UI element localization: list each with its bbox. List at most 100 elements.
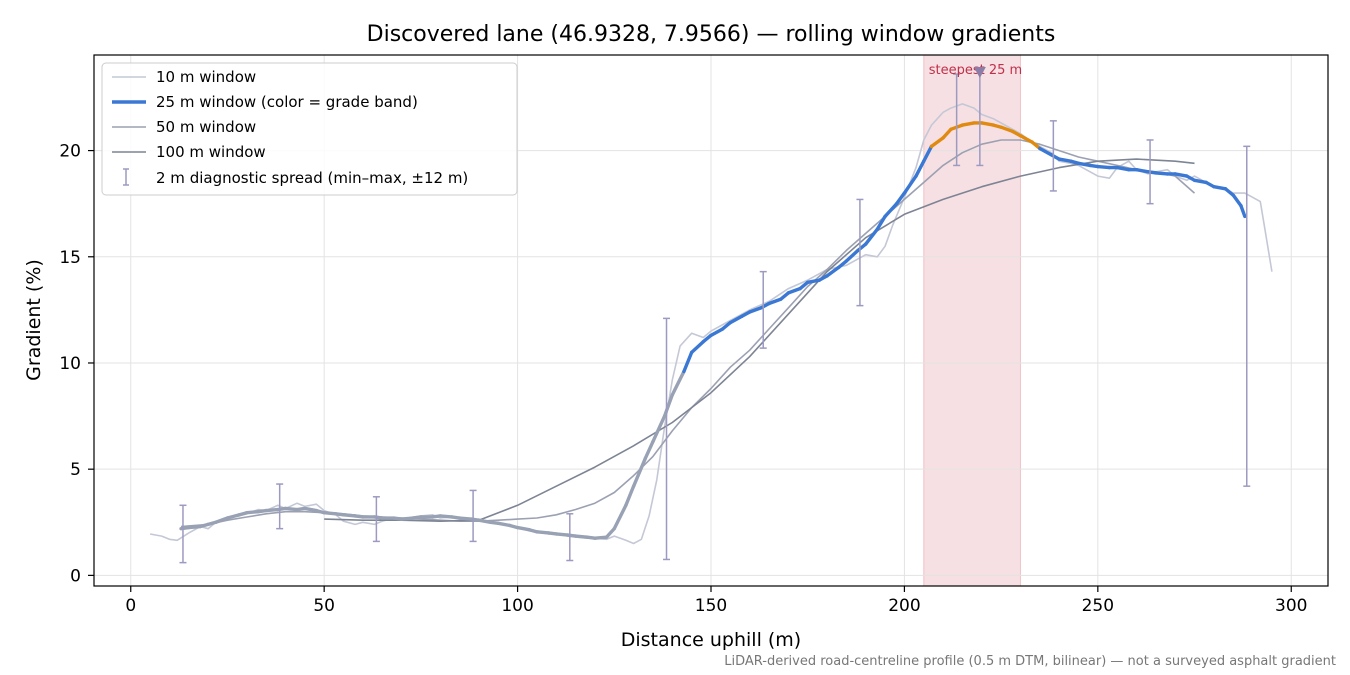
series-25m-segment — [457, 516, 473, 521]
series-25m-segment — [864, 227, 880, 246]
errorbar — [663, 317, 671, 561]
x-tick-label: 250 — [1082, 596, 1114, 616]
y-axis-label: Gradient (%) — [23, 259, 45, 381]
y-tick-label: 15 — [59, 248, 81, 268]
x-tick-label: 0 — [125, 596, 136, 616]
errorbar — [469, 489, 477, 543]
series-25m-segment — [651, 414, 667, 444]
errorbar — [856, 198, 864, 307]
series-25m-segment — [593, 535, 609, 540]
x-tick-label: 300 — [1275, 596, 1307, 616]
series-25m-segment — [515, 525, 531, 532]
series-25m-segment — [303, 506, 319, 513]
steepest-region-band — [923, 54, 1021, 587]
chart-title: Discovered lane (46.9328, 7.9566) — roll… — [367, 22, 1056, 47]
series-25m-segment — [1173, 172, 1189, 178]
series-25m-segment — [1115, 165, 1131, 172]
series-25m-segment — [535, 530, 551, 535]
series-25m-segment — [747, 306, 763, 314]
legend-box — [101, 62, 518, 196]
series-25m-segment — [941, 127, 953, 140]
series-25m-segment — [902, 174, 918, 195]
series-25m-segment — [214, 516, 230, 524]
errorbar — [1243, 145, 1251, 487]
series-25m-segment — [825, 265, 841, 278]
steepest-region-label: steepest 25 m — [929, 63, 1022, 78]
grid-layer — [94, 55, 1328, 586]
annotation-layer: steepest 25 m — [929, 63, 1022, 78]
series-25m-segment — [341, 513, 357, 518]
x-tick-label: 50 — [313, 596, 335, 616]
series-25m-segment — [1239, 204, 1247, 219]
series-25m-segment — [682, 350, 694, 374]
series-25m-segment — [1076, 161, 1092, 168]
series-25m-segment — [1096, 164, 1112, 170]
legend-label-25m: 25 m window (color = grade band) — [156, 93, 418, 111]
series-25m-segment — [1038, 146, 1054, 157]
legend-label-10m: 10 m window — [156, 68, 256, 86]
series-25m-segment — [875, 214, 887, 231]
series-25m-segment — [999, 125, 1015, 134]
series-25m-segment — [709, 327, 725, 338]
series-25m-segment — [883, 201, 899, 219]
footnote: LiDAR-derived road-centreline profile (0… — [724, 654, 1336, 669]
series-25m-segment — [1192, 178, 1208, 185]
legend-label-50m: 50 m window — [156, 118, 256, 136]
series-25m-segment — [1231, 193, 1243, 208]
errorbar — [276, 483, 284, 530]
legend-label-100m: 100 m window — [156, 143, 266, 161]
errorbar — [372, 496, 380, 543]
series-25m-segment — [1212, 184, 1228, 191]
series-25m-segment — [612, 503, 628, 531]
series-25m-segment — [573, 534, 589, 539]
errorbar — [566, 513, 574, 562]
errorbar — [1049, 120, 1057, 192]
x-tick-label: 100 — [501, 596, 533, 616]
series-25m-segment — [604, 526, 616, 539]
legend-swatch-errorbar — [123, 168, 129, 186]
series-25m-segment — [894, 191, 907, 206]
series-25m-segment — [283, 506, 299, 512]
y-tick-label: 10 — [59, 354, 81, 374]
legend: 10 m window 25 m window (color = grade b… — [101, 62, 518, 196]
series-25m-segment — [399, 516, 415, 521]
errorbar — [179, 504, 187, 564]
tick-layer: 0 50 100 150 200 250 300 0 5 10 15 20 — [59, 142, 1307, 616]
series-25m-segment — [1057, 157, 1073, 163]
series-25m-segment — [438, 514, 454, 519]
series-25m-segment — [914, 159, 926, 178]
series-25m-segment — [631, 456, 647, 488]
errorbar — [1146, 139, 1154, 205]
series-25m-segment — [929, 136, 945, 149]
y-tick-label: 0 — [70, 566, 81, 586]
series-25m-segment — [960, 121, 976, 127]
steepest-region-layer — [923, 54, 1021, 587]
series-25m-segment — [1018, 134, 1034, 144]
series-25m-segment — [844, 248, 860, 263]
series-25m-segment — [322, 511, 338, 516]
x-tick-label: 150 — [695, 596, 727, 616]
steepest-marker — [973, 66, 986, 78]
series-25m-segment — [496, 521, 512, 528]
series-25m-segment — [980, 121, 996, 127]
series-25m-segment — [922, 144, 934, 163]
series-25m-segment — [689, 340, 705, 355]
x-tick-label: 200 — [888, 596, 920, 616]
series-25m-segment — [554, 532, 570, 537]
series-25m-segment — [477, 518, 493, 524]
y-tick-label: 20 — [59, 142, 81, 162]
series-25m-segment — [264, 507, 280, 513]
series-25m-segment — [1154, 171, 1170, 176]
x-axis-label: Distance uphill (m) — [621, 629, 801, 651]
series-25m-segment — [245, 509, 261, 515]
series-25m-segment — [670, 369, 686, 397]
series-25m-segment — [187, 524, 203, 530]
errorbar — [759, 270, 767, 349]
errorbar-layer — [179, 71, 1251, 564]
y-tick-label: 5 — [70, 460, 81, 480]
errorbar — [953, 73, 961, 167]
series-25m-segment — [643, 439, 655, 461]
series-25m-segment — [225, 513, 241, 520]
series-25m-segment — [624, 484, 636, 507]
